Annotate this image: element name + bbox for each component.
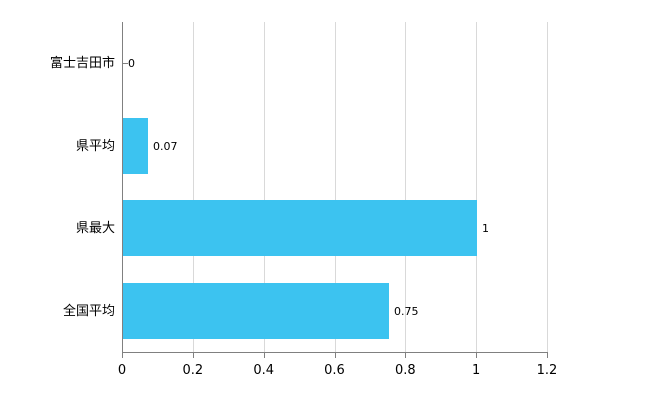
zero-bar-tick — [123, 63, 128, 64]
x-axis-tick-label: 0.2 — [182, 363, 204, 378]
bar-3 — [123, 200, 477, 256]
x-axis-tick — [263, 353, 265, 358]
x-axis-tick — [192, 353, 194, 358]
gridline — [547, 22, 548, 352]
x-axis-tick-label: 0.4 — [253, 363, 274, 378]
x-axis-tick-label: 0.6 — [324, 363, 345, 378]
bar-2 — [123, 118, 148, 174]
gridline — [192, 22, 194, 352]
bar-value-label: 0 — [128, 57, 135, 70]
gridline — [263, 22, 265, 352]
bar-value-label: 1 — [482, 222, 489, 235]
gridline — [476, 22, 478, 352]
y-axis-category-label: 富士吉田市 — [49, 56, 115, 71]
y-axis-line — [122, 22, 123, 353]
x-axis-line — [122, 352, 548, 353]
x-axis-tick — [122, 353, 123, 358]
x-axis-tick-label: 0.8 — [394, 363, 416, 378]
y-axis-category-label: 全国平均 — [62, 304, 115, 319]
x-axis-tick-label: 1 — [472, 363, 481, 378]
gridline — [334, 22, 336, 352]
x-axis-tick-label: 1.2 — [536, 363, 558, 378]
y-axis-category-label: 県最大 — [75, 221, 115, 236]
x-axis-tick — [405, 353, 407, 358]
bar-4 — [123, 283, 389, 339]
y-axis-category-label: 県平均 — [75, 139, 115, 154]
x-axis-tick — [334, 353, 336, 358]
x-axis-tick — [547, 353, 548, 358]
bar-value-label: 0.07 — [153, 140, 178, 153]
x-axis-tick-label: 0 — [117, 363, 127, 378]
gridline — [405, 22, 407, 352]
bar-value-label: 0.75 — [394, 305, 419, 318]
x-axis-tick — [476, 353, 478, 358]
